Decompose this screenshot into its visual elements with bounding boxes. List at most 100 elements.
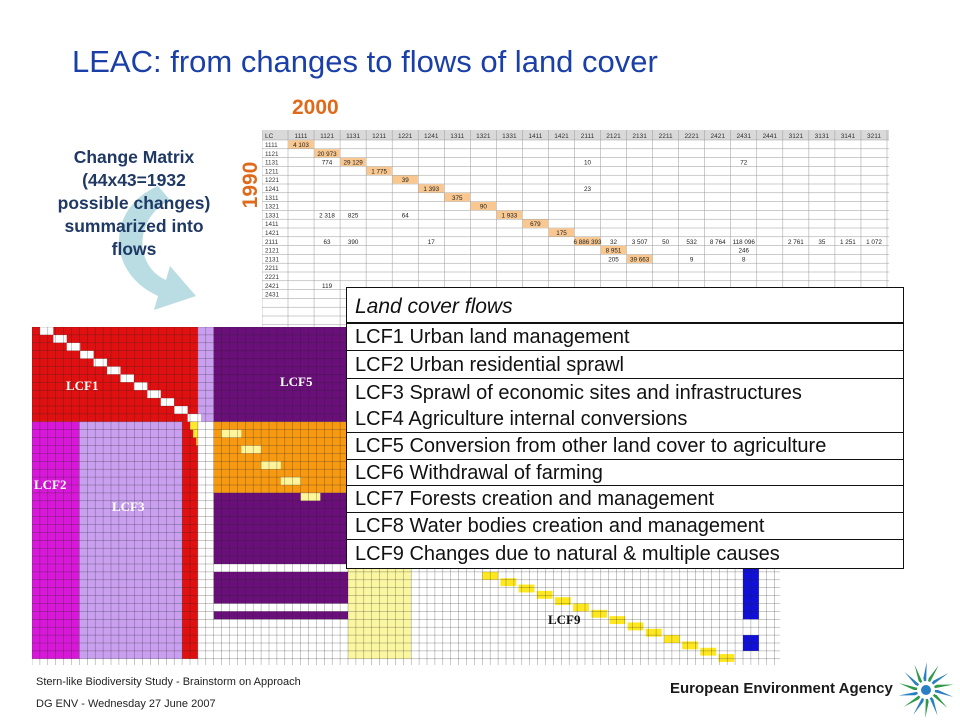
matrix-row-code: 2421: [265, 283, 280, 290]
matrix-cell-value: 246: [739, 248, 750, 255]
matrix-cell-value: 8: [742, 256, 746, 263]
slide-title: LEAC: from changes to flows of land cove…: [72, 44, 658, 79]
matrix-col-header: 2121: [606, 133, 621, 140]
diagonal-cell: [120, 374, 134, 383]
matrix-diagonal-cell: [496, 210, 523, 219]
matrix-col-header: 1131: [346, 133, 360, 140]
matrix-cell-value: 64: [402, 212, 410, 219]
logo-dot: [921, 685, 931, 695]
matrix-cell-value: 1 775: [371, 168, 387, 175]
curved-arrow-icon: [119, 186, 196, 310]
matrix-diagonal-cell: [418, 184, 444, 193]
matrix-col-header: 1241: [424, 133, 439, 140]
diagonal-cell: [261, 461, 281, 470]
matrix-row-code: 1131: [265, 160, 279, 167]
matrix-col-header: 1411: [528, 133, 542, 140]
matrix-row-code: 1221: [265, 177, 280, 184]
legend-item-lcf3: LCF3 Sprawl of economic sites and infras…: [355, 382, 802, 404]
matrix-cell-value: 29 129: [343, 160, 363, 167]
matrix-cell-value: 8 764: [710, 239, 726, 246]
matrix-row-code: 2221: [265, 274, 280, 281]
matrix-cell-value: 9: [690, 256, 694, 263]
matrix-cell-value: 390: [348, 239, 359, 246]
matrix-cell-value: 375: [452, 195, 463, 202]
diagonal-cell: [645, 628, 662, 637]
matrix-cell-value: 63: [324, 239, 332, 246]
matrix-cell-value: 175: [556, 230, 567, 237]
diagonal-cell: [39, 327, 54, 335]
matrix-diagonal-cell: [600, 245, 627, 255]
legend-item-lcf9: LCF9 Changes due to natural & multiple c…: [346, 539, 904, 569]
matrix-cell-value: 1 072: [866, 239, 882, 246]
matrix-col-header: 1331: [502, 133, 517, 140]
matrix-row-code: 2211: [265, 265, 279, 272]
matrix-cell-value: 532: [686, 239, 697, 246]
lcf5-block-mid: [213, 492, 348, 564]
diagonal-cell: [190, 421, 198, 430]
legend-item-lcf1: LCF1 Urban land management: [346, 323, 904, 351]
matrix-row-code: 1331: [265, 212, 280, 219]
diagonal-cell: [609, 616, 626, 625]
diagonal-cell: [591, 609, 608, 618]
label-lcf1: LCF1: [66, 378, 99, 393]
matrix-diagonal-cell: [574, 237, 601, 246]
matrix-col-header: 1311: [450, 133, 464, 140]
matrix-row-code: 2111: [265, 239, 279, 246]
matrix-row-code: 2121: [265, 248, 280, 255]
matrix-row-code: 1421: [265, 230, 280, 237]
matrix-cell-value: 35: [818, 239, 826, 246]
matrix-cell-value: 32: [610, 239, 618, 246]
matrix-cell-value: 3 507: [632, 239, 648, 246]
diagonal-cell: [93, 358, 108, 367]
diagonal-cell: [66, 342, 81, 351]
legend-item-lcf6: LCF6 Withdrawal of farming: [346, 459, 904, 486]
matrix-row-code: 2131: [265, 256, 280, 263]
diagonal-cell: [518, 584, 535, 593]
change-matrix-caption: Change Matrix (44x43=1932 possible chang…: [57, 147, 211, 259]
diagonal-cell: [174, 406, 188, 414]
diagonal-cell: [80, 350, 94, 359]
matrix-col-header: 1321: [476, 133, 491, 140]
matrix-col-header: 2431: [737, 133, 752, 140]
matrix-cell-value: 679: [530, 221, 541, 228]
matrix-col-header: 2221: [684, 133, 699, 140]
matrix-row-code: 1111: [265, 142, 278, 149]
label-lcf3: LCF3: [112, 499, 145, 514]
matrix-diagonal-cell: [392, 175, 418, 184]
diagonal-cell: [682, 641, 698, 650]
matrix-diagonal-cell: [366, 166, 392, 175]
legend-item-lcf8: LCF8 Water bodies creation and managemen…: [346, 512, 904, 540]
matrix-col-header: 2421: [710, 133, 725, 140]
matrix-diagonal-cell: [626, 254, 653, 263]
diagonal-cell: [187, 413, 202, 422]
diagonal-cell: [500, 578, 517, 587]
eea-logo-icon: [898, 662, 954, 718]
diagonal-cell: [221, 429, 242, 438]
matrix-col-header: 1421: [554, 133, 569, 140]
legend-item-lcf2: LCF2 Urban residential sprawl: [346, 350, 904, 379]
matrix-row-code: 2431: [265, 292, 280, 299]
matrix-col-header: 3141: [841, 133, 856, 140]
diagonal-cell: [160, 398, 175, 406]
matrix-corner-label: LC: [265, 133, 274, 140]
matrix-col-header: 3131: [815, 133, 830, 140]
matrix-row-code: 1321: [265, 204, 280, 211]
matrix-diagonal-cell: [288, 140, 314, 149]
matrix-row-code: 1211: [265, 168, 279, 175]
label-lcf2: LCF2: [34, 477, 67, 492]
matrix-col-header: 1111: [295, 133, 308, 140]
matrix-cell-value: 17: [428, 239, 436, 246]
diagonal-cell: [133, 382, 148, 391]
diagonal-cell: [573, 603, 589, 612]
matrix-cell-value: 2 761: [788, 239, 804, 246]
matrix-row-code: 1241: [265, 186, 280, 193]
matrix-col-header: 2211: [659, 133, 673, 140]
matrix-cell-value: 90: [480, 204, 488, 211]
legend-item-lcf7: LCF7 Forests creation and management: [346, 485, 904, 513]
matrix-col-header: 2441: [763, 133, 778, 140]
diagonal-cell: [718, 654, 735, 662]
matrix-cell-value: 825: [348, 212, 359, 219]
matrix-col-header: 1211: [372, 133, 386, 140]
diagonal-cell: [53, 334, 67, 343]
diagonal-cell: [700, 647, 717, 656]
